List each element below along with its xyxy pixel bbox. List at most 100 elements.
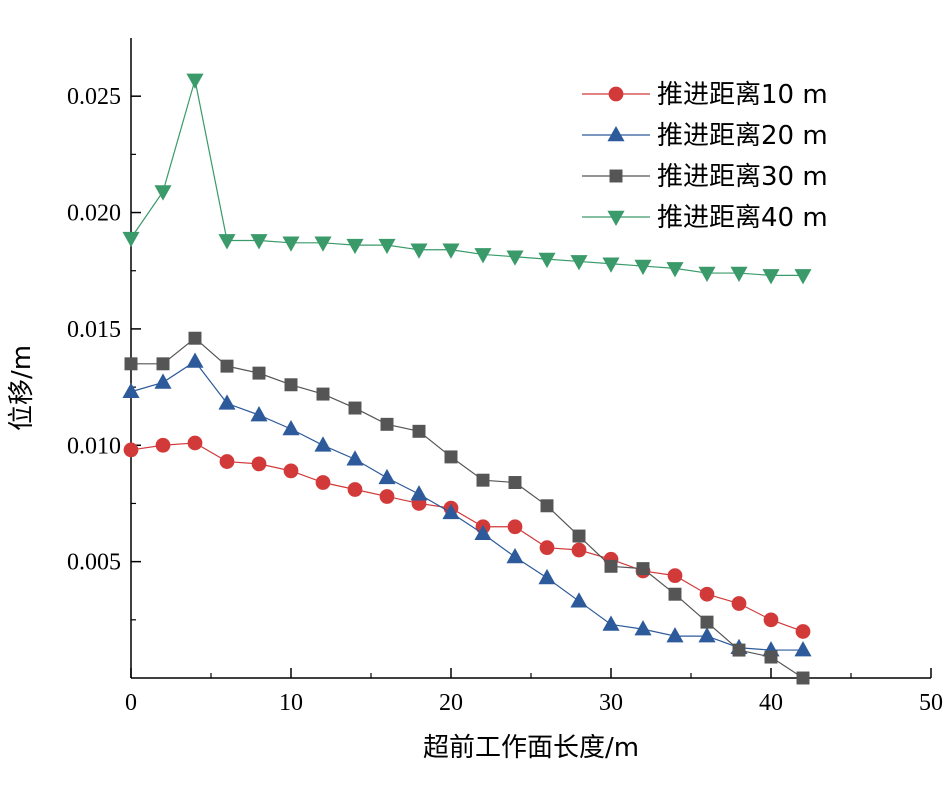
triangle-down-marker	[346, 238, 364, 255]
square-marker	[609, 169, 623, 183]
triangle-down-marker	[506, 250, 524, 266]
triangle-up-marker	[250, 406, 268, 422]
triangle-up-marker	[794, 641, 812, 657]
triangle-down-marker	[730, 266, 748, 283]
y-tick-label: 0.010	[67, 433, 121, 459]
circle-marker	[699, 586, 715, 602]
square-marker	[476, 473, 490, 487]
triangle-down-marker	[154, 185, 172, 201]
triangle-down-marker	[250, 234, 268, 250]
x-tick-label: 30	[599, 690, 623, 716]
x-tick-label: 20	[439, 690, 463, 716]
triangle-up-marker	[122, 382, 140, 399]
circle-marker	[608, 86, 624, 102]
triangle-up-marker	[570, 592, 588, 608]
triangle-down-marker	[607, 210, 625, 226]
series-layer	[122, 73, 812, 685]
axes: 0 10 20 30 40 50 0.005 0.010 0.015 0.020 0.025	[67, 38, 943, 716]
triangle-down-marker	[634, 259, 652, 276]
circle-marker	[251, 456, 267, 472]
circle-marker	[507, 519, 523, 535]
square-marker	[700, 615, 714, 629]
series-line	[130, 360, 803, 651]
triangle-up-marker	[666, 627, 684, 643]
triangle-down-marker	[186, 73, 204, 89]
legend-label: 推进距离10 m	[657, 80, 828, 110]
circle-marker	[763, 612, 779, 628]
legend-label: 推进距离20 m	[657, 121, 828, 151]
triangle-down-marker	[762, 269, 780, 285]
circle-marker	[795, 624, 811, 639]
triangle-up-marker	[607, 126, 625, 142]
triangle-down-marker	[442, 243, 460, 259]
square-marker	[732, 643, 746, 657]
triangle-down-marker	[698, 266, 716, 283]
square-marker	[348, 401, 362, 415]
triangle-down-marker	[122, 231, 140, 248]
square-marker	[508, 476, 522, 489]
triangle-up-marker	[602, 615, 620, 631]
circle-marker	[123, 442, 139, 458]
triangle-up-marker	[218, 394, 236, 410]
square-marker	[572, 529, 586, 543]
square-marker	[764, 650, 778, 664]
legend: 推进距离10 m 推进距离20 m 推进距离30 m 推进距离40 m	[582, 80, 828, 233]
series-line	[130, 442, 804, 633]
circle-marker	[283, 463, 299, 479]
series-line	[131, 337, 804, 679]
triangle-up-marker	[442, 503, 460, 520]
triangle-up-marker	[346, 450, 364, 466]
series-1	[123, 435, 811, 639]
x-tick-label: 40	[759, 690, 783, 716]
triangle-down-marker	[602, 257, 620, 273]
circle-marker	[187, 435, 203, 451]
y-tick-label: 0.015	[67, 317, 121, 343]
triangle-down-marker	[570, 255, 588, 271]
series-line	[130, 79, 803, 276]
triangle-up-marker	[186, 352, 204, 368]
square-marker	[220, 359, 234, 373]
square-marker	[604, 559, 618, 573]
triangle-up-marker	[506, 547, 524, 564]
y-tick-label: 0.020	[67, 201, 121, 227]
triangle-down-marker	[314, 236, 332, 252]
triangle-down-marker	[410, 243, 428, 259]
triangle-up-marker	[474, 524, 492, 541]
series-4	[122, 73, 812, 285]
x-tick-label: 50	[919, 690, 943, 716]
triangle-up-marker	[282, 419, 300, 436]
square-marker	[796, 671, 810, 685]
triangle-down-marker	[666, 262, 684, 278]
triangle-up-marker	[378, 468, 396, 485]
legend-label: 推进距离40 m	[657, 203, 828, 233]
triangle-down-marker	[538, 252, 556, 269]
circle-marker	[539, 540, 555, 556]
circle-marker	[347, 482, 363, 497]
triangle-up-marker	[154, 373, 172, 389]
square-marker	[636, 562, 650, 576]
series-2	[122, 352, 812, 657]
triangle-up-marker	[314, 436, 332, 452]
square-marker	[316, 387, 330, 401]
x-tick-label: 10	[279, 690, 303, 716]
legend-label: 推进距离30 m	[657, 162, 828, 192]
triangle-down-marker	[282, 236, 300, 252]
square-marker	[188, 331, 202, 345]
y-axis-title: 位移/m	[7, 345, 37, 431]
square-marker	[444, 450, 458, 464]
triangle-down-marker	[474, 248, 492, 264]
circle-marker	[219, 454, 235, 469]
triangle-down-marker	[218, 234, 236, 250]
square-marker	[380, 417, 394, 431]
square-marker	[540, 499, 554, 513]
triangle-down-marker	[794, 269, 812, 285]
circle-marker	[731, 596, 747, 611]
square-marker	[252, 366, 266, 380]
circle-marker	[315, 475, 331, 490]
square-marker	[124, 357, 138, 371]
square-marker	[156, 357, 170, 371]
circle-marker	[667, 568, 683, 583]
triangle-up-marker	[538, 568, 556, 585]
y-tick-label: 0.025	[67, 84, 121, 110]
